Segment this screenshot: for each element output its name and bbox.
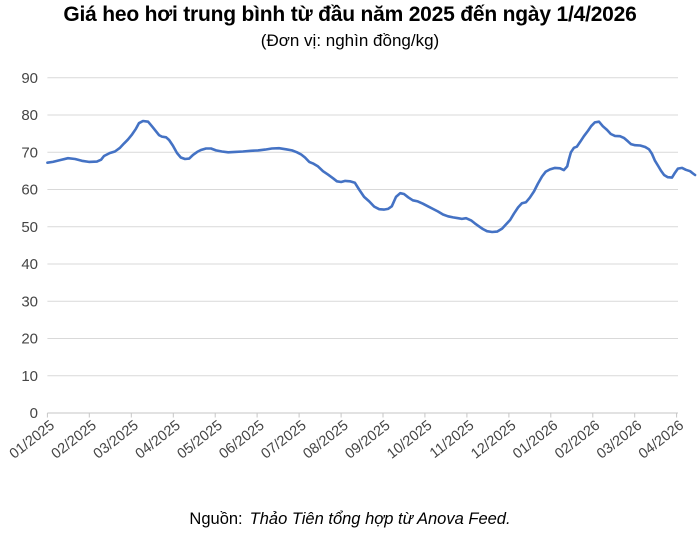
x-axis-label: 02/2025 xyxy=(49,418,100,463)
x-axis-label: 03/2026 xyxy=(594,418,645,463)
x-axis-label: 03/2025 xyxy=(91,418,142,463)
price-line-series xyxy=(46,119,697,234)
x-axis-label: 07/2025 xyxy=(258,418,309,463)
x-axis-label: 04/2026 xyxy=(636,418,687,463)
y-axis-label: 10 xyxy=(21,368,38,385)
y-axis-label: 50 xyxy=(21,219,38,236)
chart-subtitle: (Đơn vị: nghìn đồng/kg) xyxy=(260,31,440,50)
chart-title: Giá heo hơi trung bình từ đầu năm 2025 đ… xyxy=(63,3,637,26)
x-axis-label: 10/2025 xyxy=(384,418,435,463)
y-axis-label: 70 xyxy=(21,145,38,162)
source-text: Thảo Tiên tổng hợp từ Anova Feed. xyxy=(249,510,511,528)
y-axis-label: 90 xyxy=(21,70,38,87)
x-axis-label: 06/2025 xyxy=(216,418,267,463)
y-axis-label: 30 xyxy=(21,293,38,310)
x-axis-label: 05/2025 xyxy=(175,418,226,463)
y-axis-label: 40 xyxy=(21,256,38,273)
source-note: Nguồn: Thảo Tiên tổng hợp từ Anova Feed. xyxy=(0,510,700,529)
y-axis-label: 0 xyxy=(30,405,38,422)
y-axis-label: 60 xyxy=(21,182,38,199)
line-chart: 0 10 20 30 40 50 60 70 80 90 01/202502/202503/2025… xyxy=(7,70,697,463)
source-prefix: Nguồn: xyxy=(189,510,243,528)
x-axis-label: 01/2025 xyxy=(7,418,58,463)
x-axis-label: 09/2025 xyxy=(342,418,393,463)
x-axis-label: 12/2025 xyxy=(468,418,519,463)
x-axis-label: 08/2025 xyxy=(300,418,351,463)
chart-area: 0 10 20 30 40 50 60 70 80 90 01/2025 02/2025 03/2025… xyxy=(0,60,700,505)
y-axis-label: 20 xyxy=(21,331,38,348)
x-axis-label: 11/2025 xyxy=(427,418,477,462)
x-axis-label: 02/2026 xyxy=(552,418,603,463)
x-axis-label: 04/2025 xyxy=(133,418,184,463)
y-axis-label: 80 xyxy=(21,107,38,124)
x-axis-label: 01/2026 xyxy=(510,418,561,463)
